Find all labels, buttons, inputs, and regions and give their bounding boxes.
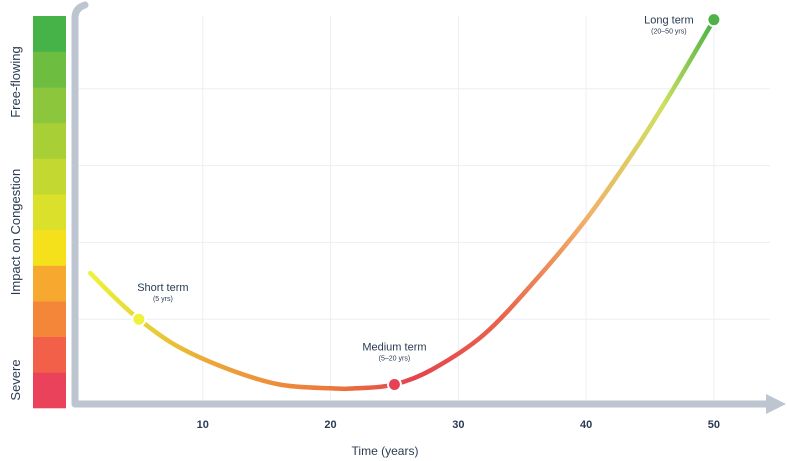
axes [71,1,786,414]
y-axis-title: Impact on Congestion [8,169,23,295]
milestone-marker [706,12,722,28]
congestion-curve [88,17,717,392]
scale-block [33,16,66,52]
x-tick-label: 40 [580,419,592,431]
milestone-label: Short term [137,282,188,294]
scale-block [33,229,66,266]
scale-block [33,301,66,338]
congestion-color-scale [33,16,66,409]
milestone-marker [131,311,147,327]
milestone-sublabel: (20–50 yrs) [651,29,686,36]
y-scale-top-label: Free-flowing [8,46,23,118]
x-tick-label: 50 [708,419,720,431]
scale-block [33,265,66,302]
scale-block [33,158,66,195]
scale-block [33,122,66,159]
x-axis-title: Time (years) [352,444,419,458]
x-tick-label: 10 [197,419,209,431]
milestone-sublabel: (5 yrs) [153,296,173,303]
y-scale-bottom-label: Severe [8,359,23,400]
milestone-sublabel: (5–20 yrs) [379,355,411,362]
milestone-marker [386,376,402,392]
x-tick-label: 30 [452,419,464,431]
scale-block [33,87,66,124]
milestone-label: Medium term [362,341,426,353]
milestone-markers: Short term (5 yrs) Medium term (5–20 yrs) Lo… [131,12,722,392]
scale-block [33,194,66,231]
x-tick-labels: 10 20 30 40 50 [197,419,720,431]
scale-block [33,51,66,88]
grid [79,16,770,400]
scale-block [33,372,66,409]
y-axis-line [71,1,89,408]
x-tick-label: 20 [324,419,336,431]
x-axis-arrowhead [766,394,786,414]
milestone-label: Long term [644,15,694,27]
scale-block [33,336,66,373]
